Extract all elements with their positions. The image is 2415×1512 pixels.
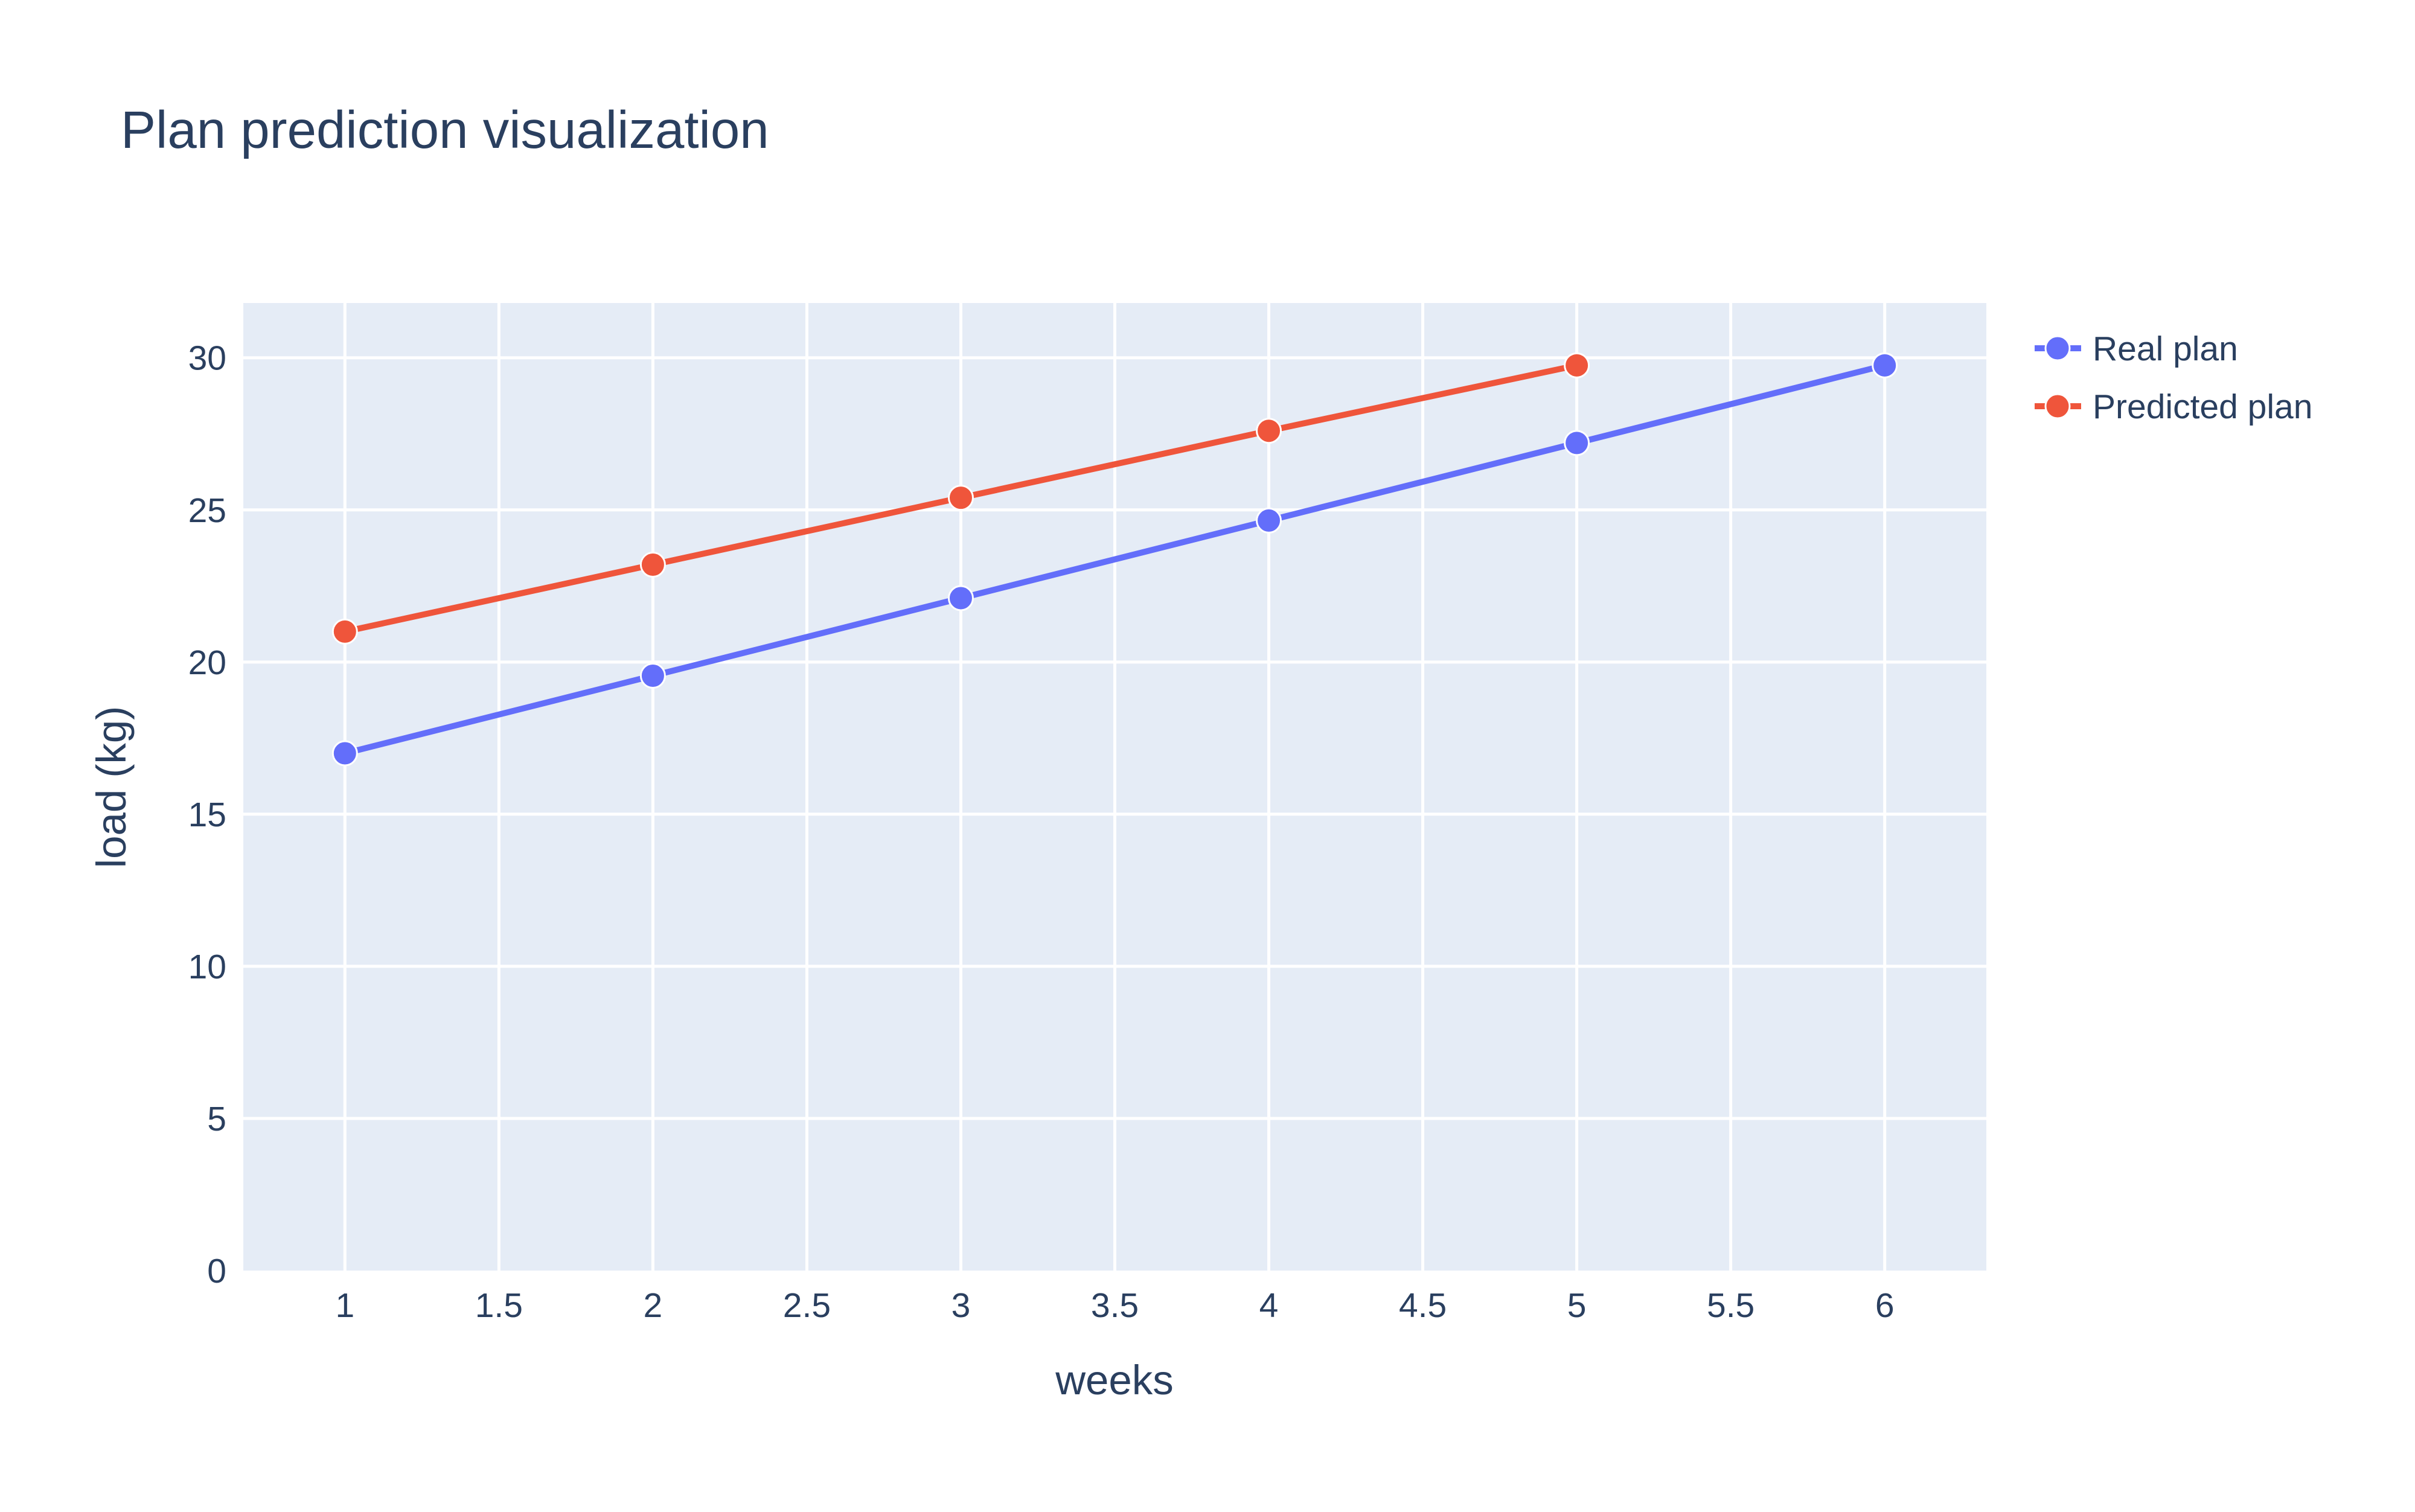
x-axis-title: weeks <box>1055 1357 1174 1403</box>
data-point[interactable] <box>639 663 666 689</box>
x-tick-label: 2 <box>644 1286 663 1325</box>
x-tick-label: 3.5 <box>1091 1286 1139 1325</box>
data-point[interactable] <box>1256 507 1282 534</box>
x-tick-label: 3 <box>952 1286 971 1325</box>
y-axis-title: load (kg) <box>88 706 135 868</box>
x-axis-ticks: 1 1.5 2 2.5 3 3.5 4 4.5 5 5.5 6 <box>335 1286 1894 1325</box>
data-point[interactable] <box>331 618 358 645</box>
legend-marker <box>2044 393 2071 419</box>
x-tick-label: 1 <box>335 1286 354 1325</box>
data-point[interactable] <box>1256 418 1282 444</box>
legend-label: Real plan <box>2093 330 2238 368</box>
x-tick-label: 4 <box>1259 1286 1279 1325</box>
data-point[interactable] <box>331 740 358 767</box>
y-tick-label: 0 <box>207 1252 226 1290</box>
x-tick-label: 1.5 <box>475 1286 523 1325</box>
grid <box>243 303 1986 1271</box>
series-layer <box>331 352 1898 767</box>
x-tick-label: 5.5 <box>1707 1286 1754 1325</box>
y-tick-label: 5 <box>207 1100 226 1138</box>
data-point[interactable] <box>639 552 666 578</box>
x-tick-label: 5 <box>1567 1286 1587 1325</box>
legend-item[interactable]: Predicted plan <box>2035 388 2312 426</box>
chart-title: Plan prediction visualization <box>121 101 769 159</box>
data-point[interactable] <box>1564 430 1590 456</box>
x-tick-label: 6 <box>1875 1286 1895 1325</box>
data-point[interactable] <box>947 585 974 611</box>
data-point[interactable] <box>1564 352 1590 378</box>
x-tick-label: 4.5 <box>1399 1286 1447 1325</box>
y-axis-ticks: 0 5 10 15 20 25 30 <box>188 339 226 1290</box>
data-point[interactable] <box>1872 352 1898 378</box>
y-tick-label: 15 <box>188 796 226 834</box>
x-tick-label: 2.5 <box>783 1286 831 1325</box>
legend-marker <box>2044 335 2071 362</box>
legend-label: Predicted plan <box>2093 388 2312 426</box>
legend-item[interactable]: Real plan <box>2035 330 2238 368</box>
data-point[interactable] <box>947 485 974 511</box>
series-line-real-plan <box>344 362 1886 756</box>
y-tick-label: 20 <box>188 643 226 682</box>
legend: Real plan Predicted plan <box>2035 330 2312 426</box>
y-tick-label: 25 <box>188 491 226 530</box>
y-tick-label: 30 <box>188 339 226 378</box>
y-tick-label: 10 <box>188 948 226 986</box>
